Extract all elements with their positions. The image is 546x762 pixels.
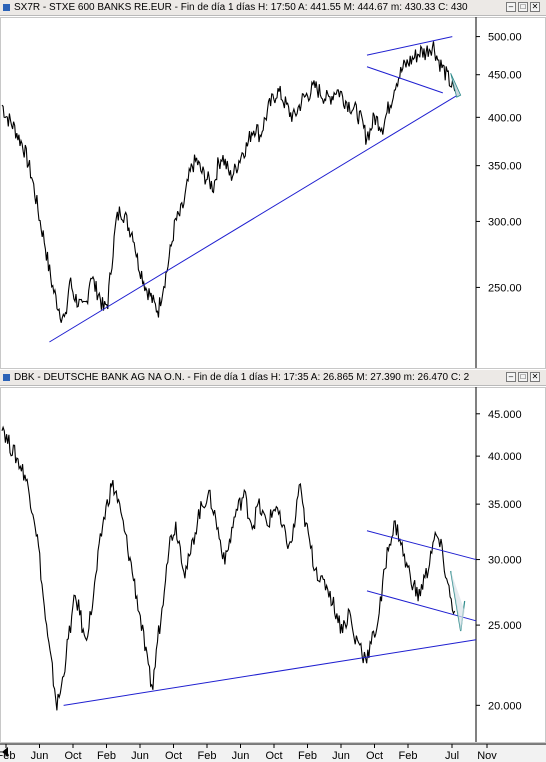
y-tick-label: 45.000 xyxy=(488,409,522,421)
panel-menu-icon[interactable] xyxy=(3,4,10,11)
panel-menu-icon[interactable] xyxy=(3,374,10,381)
y-tick-label: 500.00 xyxy=(488,32,522,44)
price-series-line xyxy=(1,41,456,323)
panel-sx7r-header[interactable]: SX7R - STXE 600 BANKS RE.EUR - Fin de dí… xyxy=(0,0,546,16)
projection-arrow xyxy=(450,72,462,98)
x-tick-label: Feb xyxy=(97,750,116,762)
x-tick-label: Feb xyxy=(399,750,418,762)
x-tick-label: Feb xyxy=(298,750,317,762)
minimize-icon[interactable]: – xyxy=(506,2,516,12)
panel-dbk-header[interactable]: DBK - DEUTSCHE BANK AG NA O.N. - Fin de … xyxy=(0,370,546,386)
projection-shade xyxy=(450,571,465,632)
x-tick-label: Nov xyxy=(477,750,497,762)
y-tick-label: 35.000 xyxy=(488,499,522,511)
x-tick-label: Jul xyxy=(445,750,459,762)
scroll-left-icon xyxy=(2,747,8,757)
panel-dbk-plot: 45.000 40.000 35.000 30.000 25.000 20.000 xyxy=(0,387,546,743)
x-tick-label: Oct xyxy=(265,750,282,762)
y-tick-label: 300.00 xyxy=(488,216,522,228)
x-tick-label: Oct xyxy=(165,750,182,762)
minimize-icon[interactable]: – xyxy=(506,372,516,382)
x-tick-label: Feb xyxy=(198,750,217,762)
y-tick-label: 20.000 xyxy=(488,700,522,712)
close-icon[interactable]: ✕ xyxy=(530,2,540,12)
trendline xyxy=(366,530,477,561)
trendline xyxy=(366,66,443,94)
x-axis-band xyxy=(0,744,546,762)
trendline xyxy=(366,36,453,56)
maximize-icon[interactable]: □ xyxy=(518,372,528,382)
x-tick-label: Oct xyxy=(366,750,383,762)
y-tick-label: 40.000 xyxy=(488,451,522,463)
panel-dbk-title: DBK - DEUTSCHE BANK AG NA O.N. - Fin de … xyxy=(14,372,470,383)
x-tick-label: Jun xyxy=(332,750,350,762)
panel-sx7r-plot: 500.00 450.00 400.00 350.00 300.00 250.00 xyxy=(0,17,546,369)
x-tick-label: Oct xyxy=(64,750,81,762)
close-icon[interactable]: ✕ xyxy=(530,372,540,382)
panel-sx7r-title: SX7R - STXE 600 BANKS RE.EUR - Fin de dí… xyxy=(14,2,468,13)
x-tick-label: Jun xyxy=(31,750,49,762)
trendline xyxy=(49,94,458,343)
maximize-icon[interactable]: □ xyxy=(518,2,528,12)
y-tick-label: 250.00 xyxy=(488,282,522,294)
y-tick-label: 350.00 xyxy=(488,161,522,173)
y-tick-label: 30.000 xyxy=(488,555,522,567)
y-tick-label: 25.000 xyxy=(488,620,522,632)
x-tick-label: Jun xyxy=(232,750,250,762)
y-tick-label: 400.00 xyxy=(488,112,522,124)
trendline xyxy=(63,639,477,706)
price-series-line xyxy=(1,425,456,711)
panel-frame xyxy=(0,17,546,369)
y-tick-label: 450.00 xyxy=(488,70,522,82)
panel-frame xyxy=(0,387,546,743)
x-axis: FebJunOctFebJunOctFebJunOctFebJunOctFebJ… xyxy=(0,743,546,762)
x-tick-label: Jun xyxy=(131,750,149,762)
